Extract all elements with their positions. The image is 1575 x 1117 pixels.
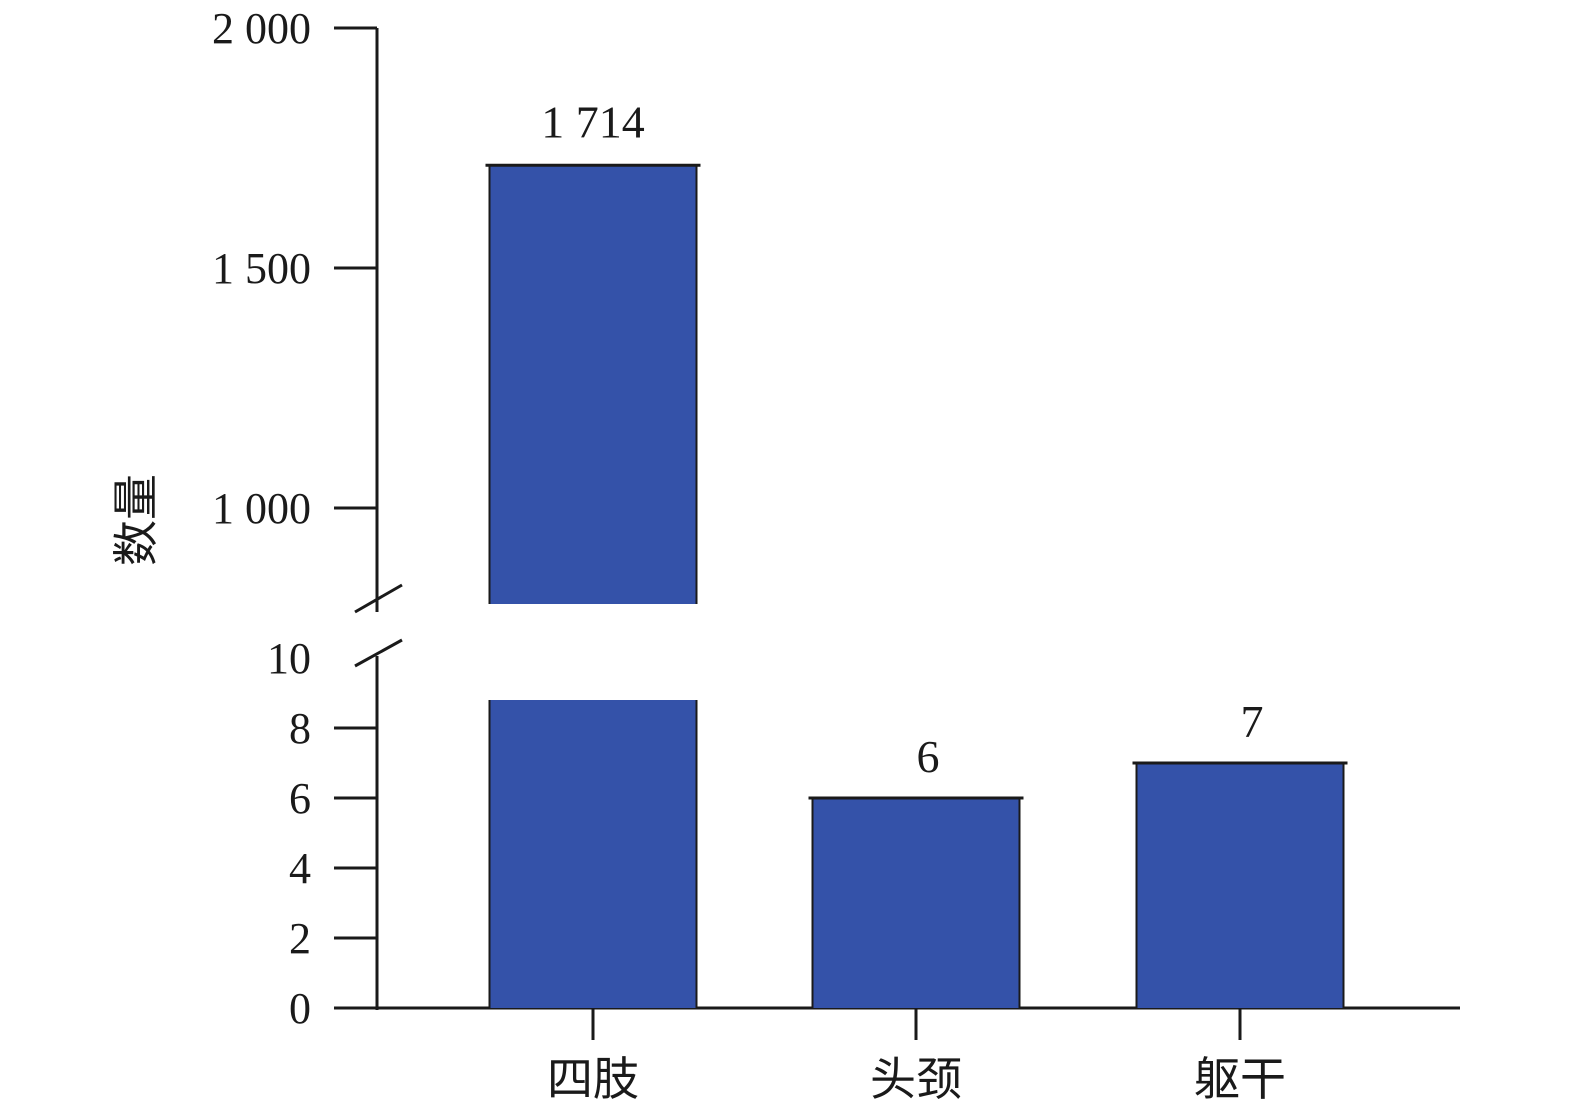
bar-2 — [1136, 763, 1344, 1008]
labels: 0 2 4 6 8 10 1 000 1 500 2 000 1 714 四肢 6 头颈 7 躯干 — [212, 4, 1286, 1106]
y-axis-label: 数量 — [109, 474, 163, 566]
axis-break-mark — [354, 583, 403, 614]
y-tick-label: 4 — [289, 844, 311, 893]
y-tick-label: 2 000 — [212, 4, 311, 53]
y-tick-label: 8 — [289, 704, 311, 753]
y-tick-label: 1 000 — [212, 484, 311, 533]
data-label: 6 — [917, 731, 940, 782]
x-tick-label: 躯干 — [1194, 1052, 1286, 1106]
data-label: 1 714 — [541, 96, 645, 147]
bars — [485, 163, 1348, 1008]
x-tick-label: 四肢 — [547, 1052, 639, 1106]
axis-break-mark — [354, 638, 403, 668]
data-label: 7 — [1241, 696, 1264, 747]
y-tick-label: 6 — [289, 774, 311, 823]
bar-0-lower — [489, 700, 697, 1008]
y-tick-label: 0 — [289, 984, 311, 1033]
y-tick-label: 10 — [267, 634, 311, 683]
y-tick-label: 2 — [289, 914, 311, 963]
bar-0-upper — [489, 165, 697, 604]
y-tick-label: 1 500 — [212, 244, 311, 293]
bar-1 — [812, 798, 1020, 1008]
x-tick-label: 头颈 — [870, 1052, 962, 1106]
